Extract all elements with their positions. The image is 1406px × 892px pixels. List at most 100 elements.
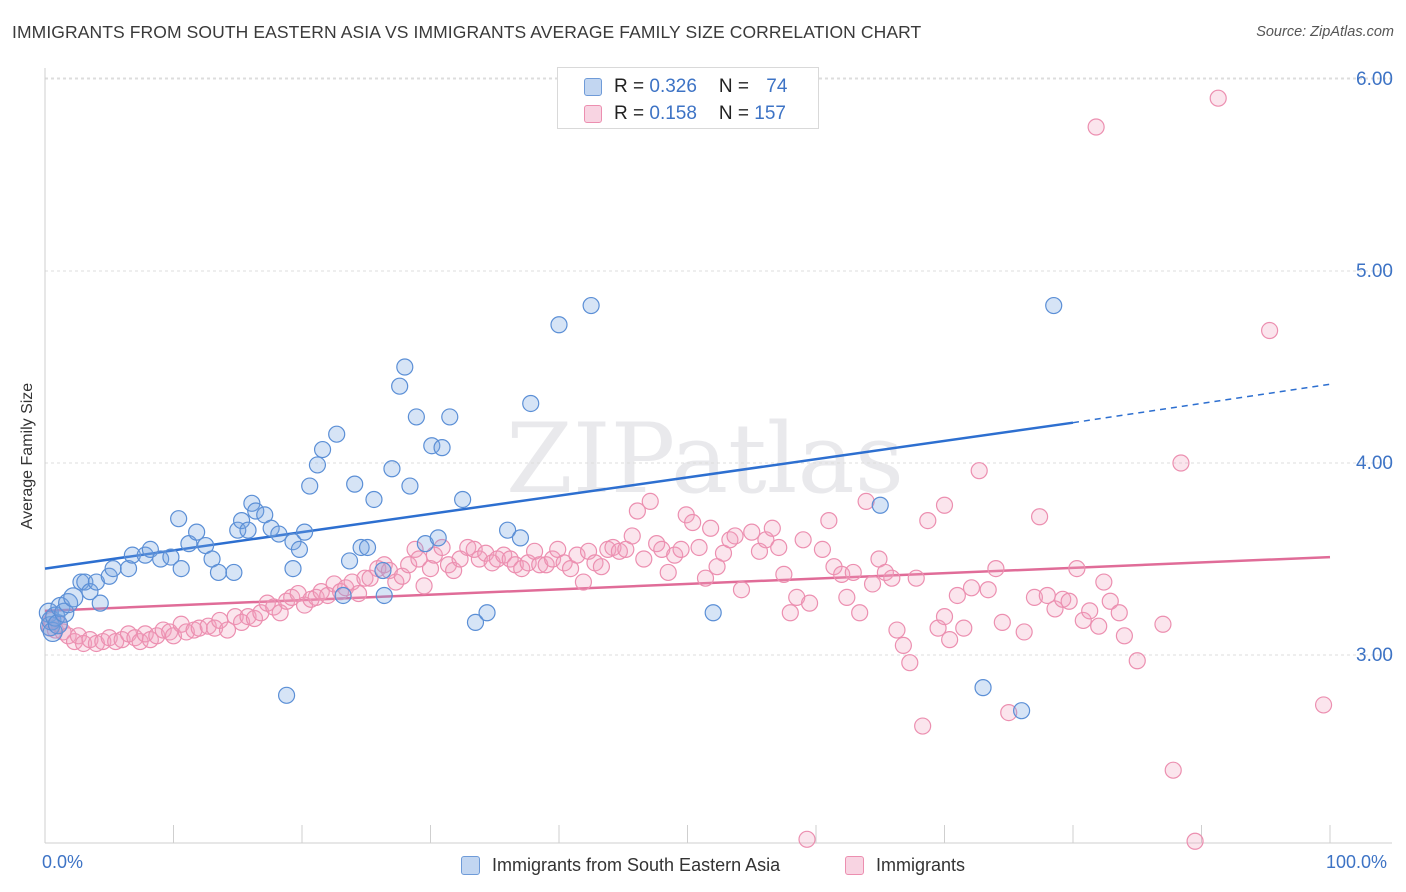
blue-point xyxy=(119,559,138,578)
blue-point xyxy=(407,408,425,426)
pink-point xyxy=(851,604,869,622)
legend-swatch-pink xyxy=(584,105,602,123)
blue-point xyxy=(239,521,257,539)
blue-point xyxy=(423,437,441,455)
legend-r-label: R = xyxy=(614,76,650,97)
pink-point xyxy=(356,569,374,587)
pink-point xyxy=(732,581,751,599)
blue-point xyxy=(499,521,517,539)
pink-point xyxy=(857,492,875,510)
blue-point xyxy=(225,563,243,582)
blue-point xyxy=(308,456,327,474)
pink-point xyxy=(941,631,959,649)
blue-point xyxy=(170,510,188,528)
pink-point xyxy=(914,717,932,735)
blue-point xyxy=(478,604,496,622)
blue-point xyxy=(91,594,109,612)
legend-swatch-blue xyxy=(584,78,602,96)
pink-point xyxy=(672,540,690,559)
pink-point xyxy=(935,607,954,626)
blue-point xyxy=(247,502,265,520)
blue-point xyxy=(375,586,393,605)
pink-point xyxy=(702,519,720,537)
pink-point xyxy=(1081,602,1099,620)
pink-point xyxy=(696,569,715,587)
blue-point xyxy=(1045,296,1063,315)
pink-point xyxy=(1110,604,1128,622)
blue-point xyxy=(295,523,314,541)
blue-point xyxy=(582,296,600,315)
pink-point xyxy=(400,556,418,574)
pink-point xyxy=(415,577,433,595)
pink-point xyxy=(574,573,593,591)
blue-point xyxy=(290,540,309,559)
pink-point xyxy=(233,613,251,631)
legend-label: Immigrants xyxy=(876,854,966,875)
blue-point xyxy=(522,394,540,413)
pink-point xyxy=(421,559,440,578)
legend-stats-blue: R = 0.326 N = 74 xyxy=(614,76,787,98)
pink-point xyxy=(218,621,237,639)
blue-point xyxy=(429,529,447,547)
blue-point xyxy=(284,559,302,578)
pink-point xyxy=(883,569,901,587)
pink-point xyxy=(148,627,166,645)
blue-point xyxy=(550,316,568,334)
pink-point xyxy=(470,550,488,568)
blue-point xyxy=(871,496,889,514)
blue-point xyxy=(974,679,992,697)
pink-point xyxy=(863,575,882,593)
blue-point xyxy=(454,490,472,509)
pink-point xyxy=(838,588,856,607)
blue-point xyxy=(346,475,364,493)
blue-point xyxy=(270,525,288,543)
blue-point xyxy=(441,408,459,426)
blue-point xyxy=(81,583,99,601)
y-tick-label: 3.00 xyxy=(1356,645,1393,666)
blue-point xyxy=(1012,702,1031,720)
pink-point xyxy=(555,554,573,572)
pink-point xyxy=(775,565,793,583)
pink-point xyxy=(726,527,744,545)
blue-point xyxy=(172,559,190,578)
blue-point xyxy=(352,538,370,557)
legend-stats-pink: R = 0.158 N = 157 xyxy=(614,103,786,125)
pink-point xyxy=(844,563,862,582)
pink-point xyxy=(684,513,702,532)
chart-title: IMMIGRANTS FROM SOUTH EASTERN ASIA VS IM… xyxy=(12,22,922,42)
pink-point xyxy=(1101,592,1119,610)
pink-point xyxy=(1115,627,1134,645)
pink-point xyxy=(592,558,611,576)
legend-n-label: N = xyxy=(718,76,755,97)
blue-point xyxy=(313,440,332,459)
pink-point xyxy=(763,519,781,537)
pink-point xyxy=(1000,703,1018,722)
legend-n-value: 157 xyxy=(754,103,786,124)
blue-point xyxy=(704,604,722,622)
pink-point xyxy=(628,502,646,520)
pink-point xyxy=(901,654,919,672)
pink-point xyxy=(820,511,838,530)
legend-swatch-blue xyxy=(461,855,480,875)
pink-point xyxy=(666,546,684,564)
blue-point xyxy=(466,613,485,631)
legend-label: Immigrants from South Eastern Asia xyxy=(492,854,781,875)
pink-point xyxy=(1054,590,1072,608)
data-points xyxy=(38,89,1333,850)
pink-point xyxy=(245,609,264,628)
pink-point xyxy=(690,538,708,557)
pink-point xyxy=(459,538,477,557)
y-tick-label: 6.00 xyxy=(1356,69,1393,90)
pink-point xyxy=(406,540,424,559)
pink-point xyxy=(513,559,531,578)
pink-point xyxy=(987,559,1005,578)
blue-point xyxy=(391,377,409,395)
legend-swatch-pink xyxy=(845,855,864,875)
pink-point xyxy=(888,621,906,639)
pink-point xyxy=(1164,761,1182,779)
y-tick-labels: 3.00 4.00 5.00 6.00 xyxy=(1356,69,1393,666)
legend-r-label: R = xyxy=(614,103,650,124)
pink-point xyxy=(935,496,954,514)
pink-point xyxy=(154,621,172,639)
